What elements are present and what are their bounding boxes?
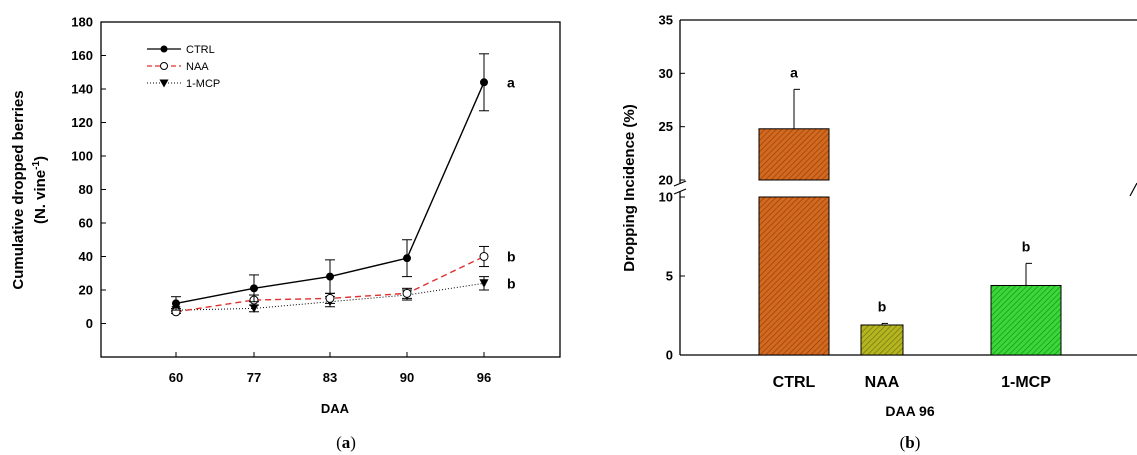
legend-item-ctrl: CTRL xyxy=(147,44,215,56)
y-tick-label-b: 20 xyxy=(659,173,673,188)
y-axis-label-a-line2: (N. vine-1) xyxy=(31,156,49,224)
legend-label-ctrl: CTRL xyxy=(186,44,215,56)
x-axis-label-a: DAA xyxy=(321,401,350,416)
y-axis-b: 0 5 10 20 25 30 35 xyxy=(659,13,685,363)
significance-label-b: b xyxy=(1022,238,1031,254)
y-tick-label-b: 10 xyxy=(659,190,673,205)
caption-a: (a) xyxy=(336,433,356,452)
legend-a: CTRL NAA 1-MCP xyxy=(147,44,220,90)
significance-label-a: b xyxy=(507,249,516,265)
data-point xyxy=(325,293,335,303)
y-tick-label-a: 80 xyxy=(79,182,93,197)
data-point xyxy=(479,279,489,288)
plot-frame-a xyxy=(100,21,561,358)
significance-label-b: b xyxy=(878,298,887,314)
open-circle-icon xyxy=(160,62,168,70)
significance-label-a: a xyxy=(507,74,515,90)
significance-label-a: b xyxy=(507,275,516,291)
data-point xyxy=(402,288,412,298)
bars-layer-b: a b b xyxy=(758,64,1062,356)
data-point xyxy=(403,254,411,263)
legend-item-naa: NAA xyxy=(147,61,209,73)
plot-frame-b xyxy=(673,19,1137,356)
y-tick-label-a: 0 xyxy=(86,316,93,331)
y-tick-label-b: 25 xyxy=(659,119,673,134)
significance-label-b: a xyxy=(790,64,798,80)
x-tick-label-a: 77 xyxy=(247,370,261,385)
legend-label-1mcp: 1-MCP xyxy=(186,78,220,90)
bar-segment-lower xyxy=(758,196,830,356)
bar-ctrl: a xyxy=(758,64,830,356)
y-tick-label-a: 120 xyxy=(71,115,93,130)
axis-break-mark-right xyxy=(1129,182,1137,197)
x-tick-label-a: 83 xyxy=(323,370,337,385)
series-layer-a xyxy=(171,53,489,317)
filled-circle-icon xyxy=(160,45,168,53)
x-tick-label-a: 90 xyxy=(400,370,414,385)
y-tick-label-a: 100 xyxy=(71,149,93,164)
legend-item-1mcp: 1-MCP xyxy=(147,78,220,90)
y-tick-label-b: 0 xyxy=(666,348,673,363)
x-axis-a: 60 77 83 90 96 xyxy=(169,352,491,385)
x-tick-label-b: NAA xyxy=(865,374,900,391)
series-ctrl xyxy=(171,53,489,311)
data-point xyxy=(249,304,259,313)
y-tick-label-a: 160 xyxy=(71,48,93,63)
x-tick-label-b: CTRL xyxy=(773,374,816,391)
triangle-down-icon xyxy=(159,79,169,88)
bar-rect xyxy=(860,324,904,356)
data-point xyxy=(480,78,488,87)
y-tick-label-a: 140 xyxy=(71,82,93,97)
axis-break-mark-left-top xyxy=(673,180,687,187)
y-tick-label-b: 5 xyxy=(666,269,673,284)
y-tick-label-b: 35 xyxy=(659,13,673,28)
x-tick-label-a: 60 xyxy=(169,370,183,385)
x-axis-b: CTRL NAA 1-MCP xyxy=(773,374,1052,391)
data-point xyxy=(250,284,258,293)
bar-rect xyxy=(990,284,1062,356)
caption-b: (b) xyxy=(900,433,921,452)
bar-1mcp: b xyxy=(990,238,1062,356)
y-axis-label-b: Dropping Incidence (%) xyxy=(621,104,638,272)
y-tick-label-a: 180 xyxy=(71,15,93,30)
y-axis-label-a-line1: Cumulative dropped berries xyxy=(10,90,27,289)
data-point xyxy=(479,252,489,261)
annotations-a: a bb xyxy=(507,74,516,291)
x-tick-label-b: 1-MCP xyxy=(1001,374,1051,391)
axis-break-mark-left-bottom xyxy=(673,188,687,195)
legend-label-naa: NAA xyxy=(186,61,209,73)
y-tick-label-a: 40 xyxy=(79,249,93,264)
y-tick-label-a: 20 xyxy=(79,283,93,298)
y-tick-label-b: 30 xyxy=(659,66,673,81)
data-point xyxy=(172,299,180,308)
x-axis-label-b: DAA 96 xyxy=(885,403,934,419)
chart-b: 0 5 10 20 25 30 35 a b b CTRL NAA 1-MCP Dropping I… xyxy=(621,13,1137,452)
bar-naa: b xyxy=(860,298,904,356)
y-tick-label-a: 60 xyxy=(79,216,93,231)
data-point xyxy=(326,272,334,281)
x-tick-label-a: 96 xyxy=(477,370,491,385)
bar-segment-upper xyxy=(758,128,830,181)
